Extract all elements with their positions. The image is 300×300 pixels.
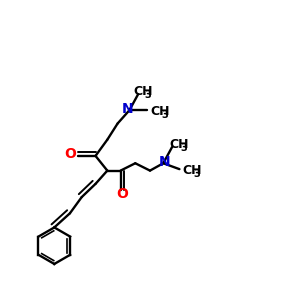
Text: CH: CH — [182, 164, 202, 177]
Text: CH: CH — [133, 85, 152, 98]
Text: N: N — [122, 102, 134, 116]
Text: O: O — [64, 147, 76, 161]
Text: N: N — [159, 155, 170, 170]
Text: O: O — [116, 187, 128, 201]
Text: CH: CH — [150, 105, 170, 118]
Text: 3: 3 — [161, 110, 168, 120]
Text: 3: 3 — [194, 169, 200, 178]
Text: 3: 3 — [180, 142, 187, 153]
Text: CH: CH — [169, 138, 189, 151]
Text: 3: 3 — [144, 90, 151, 100]
